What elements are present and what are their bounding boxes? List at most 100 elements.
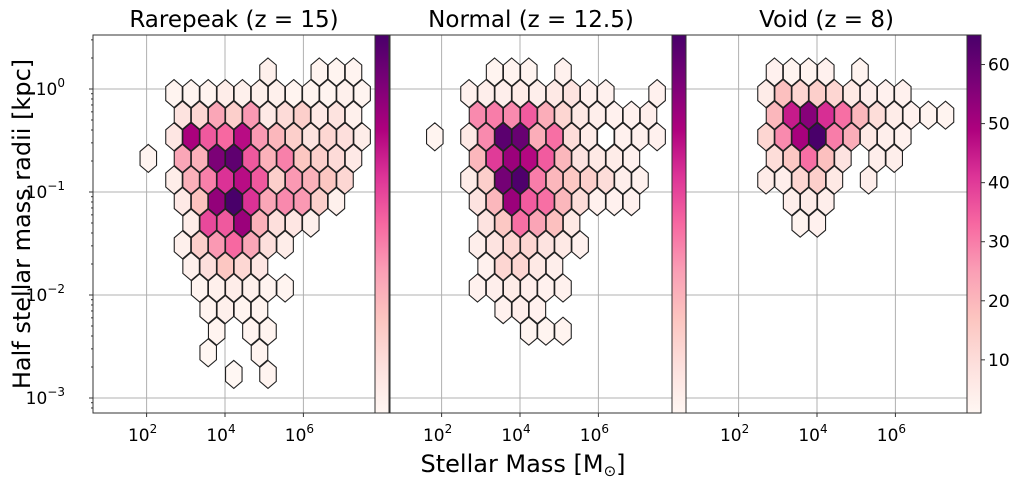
hexbin-cell: [537, 230, 555, 260]
hexbin-cell: [267, 122, 286, 152]
hexbin-cell: [782, 57, 801, 87]
hexbin-cell: [225, 143, 243, 174]
hexbin-cell: [233, 294, 252, 325]
hexbin-cell: [259, 143, 277, 174]
hexbin-cell: [597, 78, 615, 109]
hexbin-cell: [511, 294, 530, 325]
hexbin-cell: [562, 122, 581, 152]
hexbin-cell: [808, 208, 827, 238]
x-tick-label: 104: [501, 422, 530, 446]
hexbin-cell: [571, 186, 589, 217]
hexbin-cell: [302, 122, 320, 152]
hexbin-cell: [825, 165, 844, 195]
hexbin-cell: [537, 316, 555, 346]
x-axis-label: Stellar Mass [M⊙]: [420, 450, 625, 480]
x-tick-label: 102: [720, 422, 749, 446]
hexbin-cell: [520, 316, 538, 346]
hexbin-cell: [182, 251, 200, 282]
hexbin-cell: [267, 78, 286, 109]
hexbin-cell: [259, 359, 277, 390]
hexbin-cell: [233, 251, 252, 282]
hexbin-cell: [310, 186, 329, 217]
hexbin-cell: [765, 57, 784, 87]
hexbin-cell: [225, 273, 243, 303]
hexbin-cell: [579, 165, 598, 195]
hexbin-cell: [782, 186, 801, 217]
colorbar-tick-label: 50: [988, 115, 1010, 135]
hexbin-cell: [250, 165, 269, 195]
hexbin-cell: [885, 143, 903, 174]
hexbin-cell: [173, 186, 192, 217]
hexbin-cell: [242, 100, 260, 130]
hexbin-cell: [876, 122, 895, 152]
hexbin-cell: [765, 143, 784, 174]
hexbin-cell: [250, 338, 269, 368]
hexbin-cell: [757, 122, 775, 152]
hexbin-cell: [579, 78, 598, 109]
hexbin-cell: [259, 57, 277, 87]
hexbin-cell: [276, 230, 294, 260]
hexbin-cell: [571, 143, 589, 174]
hexbin-cell: [520, 273, 538, 303]
hexbin-cell: [554, 100, 572, 130]
hexbin-cell: [588, 100, 606, 130]
x-tick-label: 104: [798, 422, 827, 446]
hexbin-cell: [190, 186, 209, 217]
colorbar-tick-label: 10: [988, 351, 1010, 371]
colorbar: [671, 34, 687, 414]
panel-title: Rarepeak (z = 15): [129, 7, 338, 33]
hexbin-cell: [344, 100, 363, 130]
hexbin-cell: [502, 100, 521, 130]
hexbin-cell: [336, 78, 354, 109]
hexbin-cell: [511, 208, 530, 238]
hexbin-cell: [207, 100, 226, 130]
hexbin-cell: [502, 57, 521, 87]
hexbin-cell: [791, 165, 809, 195]
hexbin-cell: [528, 165, 547, 195]
hexbin-cell: [460, 122, 478, 152]
hexbin-cell: [327, 57, 346, 87]
hexbin-cell: [225, 359, 243, 390]
hexbin-cell: [199, 208, 217, 238]
hexbin-cell: [173, 230, 192, 260]
x-tick-label: 102: [423, 422, 452, 446]
hexbin-cell: [494, 122, 512, 152]
hexbin-cell: [468, 273, 487, 303]
hexbin-cell: [808, 78, 827, 109]
hexbin-cell: [468, 100, 487, 130]
hexbin-cell: [233, 78, 252, 109]
hexbin-cell: [817, 57, 835, 87]
hexbin-cell: [344, 57, 363, 87]
hexbin-cell: [225, 186, 243, 217]
hexbin-cell: [782, 100, 801, 130]
hexbin-cell: [502, 143, 521, 174]
hexbin-cell: [293, 100, 311, 130]
hexbin-cell: [284, 165, 303, 195]
hexbin-cell: [276, 100, 294, 130]
x-axis-label-sun-symbol: ⊙: [604, 462, 617, 480]
hexbin-cell: [520, 230, 538, 260]
hexbin-cell: [182, 165, 200, 195]
hexbin-cell: [310, 57, 329, 87]
hexbin-cell: [537, 143, 555, 174]
hexbin-cell: [259, 273, 277, 303]
hexbin-cell: [199, 338, 217, 368]
hexbin-cell: [477, 208, 495, 238]
hexbin-cell: [520, 186, 538, 217]
hexbin-cell: [614, 122, 632, 152]
hexbin-cell: [851, 57, 869, 87]
hexbin-cell: [919, 100, 938, 130]
hexbin-cell: [757, 165, 775, 195]
hexbin-cell: [545, 122, 564, 152]
hexbin-cell: [190, 143, 209, 174]
hexbin-cell: [207, 316, 226, 346]
hexbin-cell: [868, 100, 886, 130]
hexbin-cell: [537, 273, 555, 303]
hexbin-cell: [520, 100, 538, 130]
y-axis-label: Half stellar mass radii [kpc]: [8, 59, 36, 389]
hexbin-cell: [622, 100, 641, 130]
x-tick-label: 106: [580, 422, 609, 446]
hexbin-cell: [242, 230, 260, 260]
hexbin-cell: [859, 122, 878, 152]
panel-1: 102 104 106 100 10−1 10−2 10−3 Rarepeak (z = 15…: [26, 7, 418, 446]
